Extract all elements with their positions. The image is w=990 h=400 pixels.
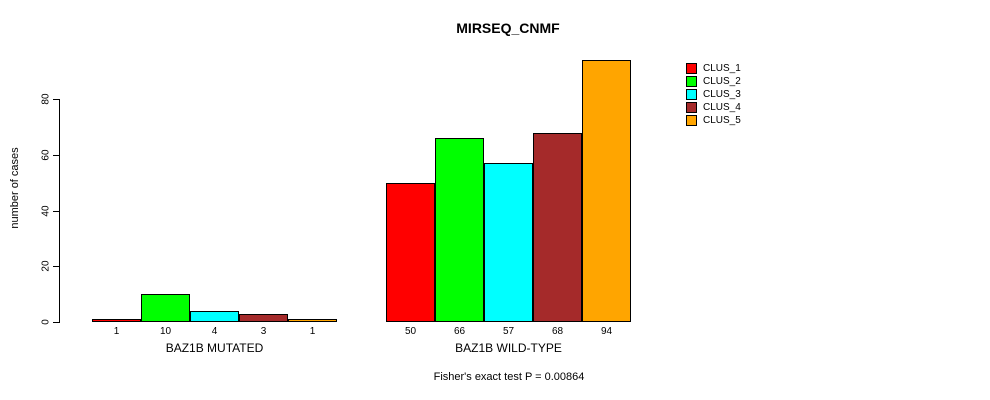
legend-label: CLUS_5 [703,114,741,126]
y-axis-tick-label: 40 [40,205,52,217]
legend-item: CLUS_1 [686,63,741,74]
legend-label: CLUS_1 [703,62,741,74]
legend-item: CLUS_3 [686,89,741,100]
bar-clus_4 [239,314,288,322]
group-label: BAZ1B MUTATED [165,341,264,355]
bar-clus_5 [288,319,337,322]
legend-label: CLUS_4 [703,101,741,113]
legend: CLUS_1 CLUS_2 CLUS_3 CLUS_4 CLUS_5 [686,63,741,128]
legend-swatch-icon [686,102,697,113]
y-axis-tick-label: 80 [40,93,52,105]
y-axis-tick [53,155,59,156]
chart-title: MIRSEQ_CNMF [456,20,560,36]
bar-value-label: 57 [502,326,515,337]
y-axis-tick [53,266,59,267]
legend-swatch-icon [686,89,697,100]
bar-value-label: 94 [600,326,613,337]
y-axis-line [59,99,60,323]
bar-clus_1 [92,319,141,322]
bar-value-label: 66 [453,326,466,337]
legend-item: CLUS_5 [686,115,741,126]
y-axis-tick-label: 0 [40,319,52,325]
bar-value-label: 50 [404,326,417,337]
bar-clus_2 [141,294,190,322]
legend-item: CLUS_4 [686,102,741,113]
legend-item: CLUS_2 [686,76,741,87]
legend-label: CLUS_2 [703,75,741,87]
y-axis-tick [53,322,59,323]
bar-clus_3 [190,311,239,322]
group-label: BAZ1B WILD-TYPE [455,341,562,355]
bar-value-label: 1 [113,326,120,337]
bar-clus_1 [386,183,435,322]
fisher-test-annotation: Fisher's exact test P = 0.00864 [433,371,585,383]
bar-value-label: 10 [159,326,172,337]
y-axis-tick [53,211,59,212]
y-axis-tick-label: 60 [40,149,52,161]
bar-value-label: 3 [260,326,267,337]
bar-clus_4 [533,133,582,322]
legend-swatch-icon [686,76,697,87]
bar-value-label: 68 [551,326,564,337]
bar-value-label: 1 [309,326,316,337]
y-axis-tick [53,99,59,100]
bar-clus_5 [582,60,631,322]
bar-clus_2 [435,138,484,322]
legend-swatch-icon [686,115,697,126]
y-axis-tick-label: 20 [40,260,52,272]
legend-swatch-icon [686,63,697,74]
bar-value-label: 4 [211,326,218,337]
bar-clus_3 [484,163,533,322]
legend-label: CLUS_3 [703,88,741,100]
